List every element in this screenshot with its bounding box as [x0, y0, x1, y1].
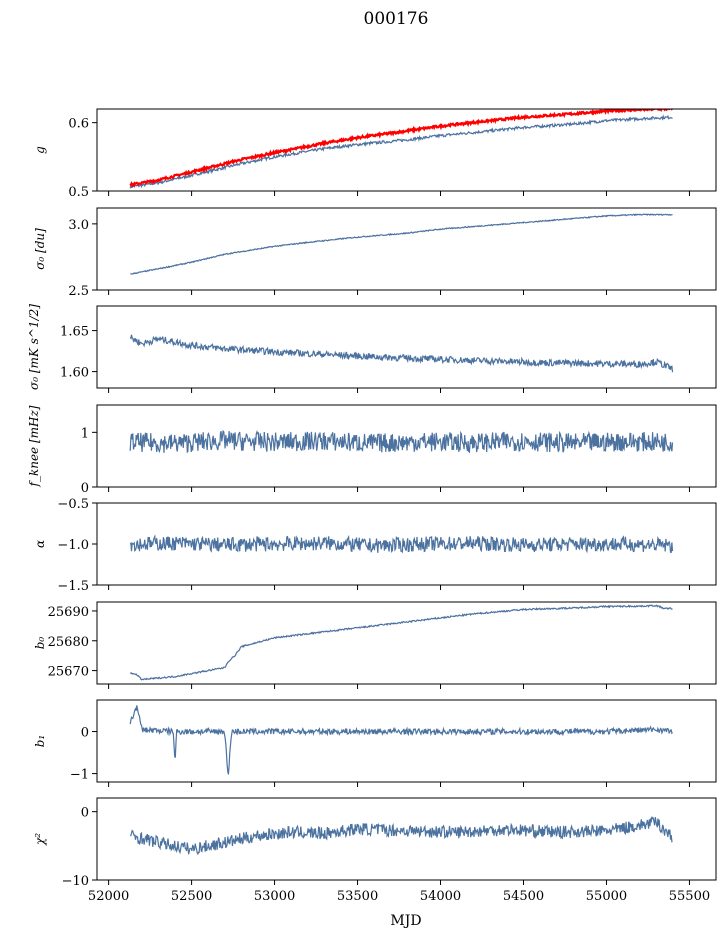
series-line — [130, 213, 673, 275]
y-axis-label: χ² — [33, 833, 47, 846]
axes-frame — [96, 699, 717, 783]
x-tick-label: 52000 — [88, 889, 129, 904]
x-tick-label: 52500 — [171, 889, 212, 904]
x-tick-label: 55000 — [586, 889, 627, 904]
series-line — [129, 604, 673, 681]
y-axis-label: α — [33, 540, 47, 548]
axes-frame — [96, 108, 717, 192]
y-axis-label: b₁ — [33, 735, 47, 748]
y-tick-label: 3.0 — [68, 218, 89, 233]
y-tick-label: 1.60 — [60, 366, 89, 381]
series-line — [129, 429, 674, 454]
y-tick-label: 25690 — [48, 605, 89, 620]
y-tick-label: −1.0 — [57, 538, 89, 553]
series-line — [130, 816, 673, 856]
series-line — [129, 114, 673, 189]
y-tick-label: 0 — [81, 481, 89, 496]
y-tick-label: −1.5 — [57, 579, 89, 594]
axes-frame — [96, 797, 717, 881]
y-tick-label: 25680 — [48, 635, 89, 650]
axes-frame — [96, 207, 717, 291]
y-axis-label: σ₀ [du] — [33, 228, 47, 270]
y-tick-label: 2.5 — [68, 284, 89, 299]
y-tick-label: 0.6 — [68, 117, 89, 132]
y-axis-label: σ₀ [mK s^1/2] — [27, 304, 41, 390]
y-tick-label: 1 — [81, 426, 89, 441]
y-tick-label: 1.65 — [60, 325, 89, 340]
y-tick-label: 0 — [81, 806, 89, 821]
y-axis-label: b₀ — [33, 637, 47, 650]
series-line — [129, 109, 674, 188]
x-tick-label: 53000 — [254, 889, 295, 904]
x-tick-label: 54000 — [420, 889, 461, 904]
x-tick-label: 53500 — [337, 889, 378, 904]
series-line — [129, 334, 674, 373]
series-line — [129, 705, 673, 775]
y-tick-label: 25670 — [48, 665, 89, 680]
axes-frame — [96, 601, 717, 685]
y-tick-label: −0.5 — [57, 497, 89, 512]
x-tick-label: 55500 — [669, 889, 710, 904]
y-axis-label: g — [33, 146, 47, 154]
x-axis-label: MJD — [390, 913, 421, 929]
axes-frame — [96, 404, 717, 488]
y-axis-label: f_knee [mHz] — [27, 405, 41, 487]
y-tick-label: −1 — [70, 768, 89, 783]
y-tick-label: −10 — [62, 874, 89, 889]
series-line — [129, 534, 674, 554]
x-tick-label: 54500 — [503, 889, 544, 904]
figure-title: 000176 — [364, 9, 429, 29]
y-tick-label: 0 — [81, 726, 89, 741]
panels: 0.5 0.6 g 2.5 3.0 σ₀ [du] 1.60 1.65 σ₀ [mK s^1/2… — [27, 108, 717, 904]
axes-frame — [96, 305, 717, 389]
y-tick-label: 0.5 — [68, 185, 89, 200]
